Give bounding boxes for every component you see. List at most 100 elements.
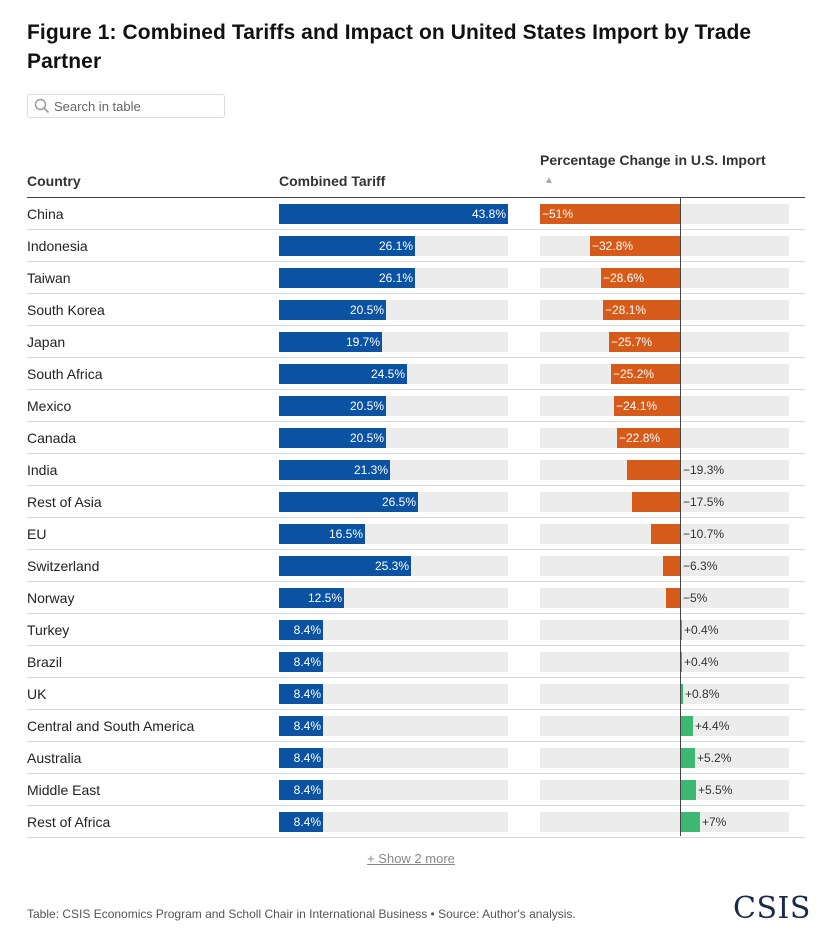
tariff-bar [279,620,323,640]
row-divider [27,677,805,678]
change-label: −10.7% [683,527,725,541]
header-divider [27,197,805,198]
change-bar [603,300,680,320]
tariff-label: 8.4% [293,751,321,765]
tariff-label: 8.4% [293,783,321,797]
tariff-label: 20.5% [349,303,384,317]
tariff-track [279,620,508,640]
row-divider [27,741,805,742]
country-name: Taiwan [27,270,71,286]
change-label: −51% [542,207,574,221]
change-label: +0.8% [685,687,720,701]
tariff-bar [279,268,415,288]
change-bar [540,204,680,224]
row-divider [27,261,805,262]
tariff-label: 8.4% [293,655,321,669]
tariff-bar [279,492,418,512]
tariff-bar [279,812,323,832]
country-name: Middle East [27,782,101,798]
change-label: −17.5% [683,495,725,509]
change-track [540,812,789,832]
row-divider [27,613,805,614]
change-track [540,780,789,800]
row-divider [27,453,805,454]
table-row: Indonesia 26.1% −32.8% [0,230,822,262]
change-label: +5.2% [697,751,732,765]
table-row: Japan 19.7% −25.7% [0,326,822,358]
tariff-track [279,652,508,672]
row-divider [27,581,805,582]
tariff-label: 26.5% [381,495,416,509]
table-row: Taiwan 26.1% −28.6% [0,262,822,294]
row-divider [27,229,805,230]
country-name: South Africa [27,366,103,382]
row-divider [27,549,805,550]
tariff-label: 8.4% [293,815,321,829]
change-label: −22.8% [619,431,661,445]
change-label: +0.4% [684,623,719,637]
tariff-label: 20.5% [349,431,384,445]
change-track [540,652,789,672]
change-bar [590,236,680,256]
change-label: −25.2% [613,367,655,381]
change-bar [663,556,680,576]
row-divider [27,517,805,518]
table-row: Rest of Africa 8.4% +7% [0,806,822,838]
column-header-combined-tariff[interactable]: Combined Tariff [279,173,386,189]
change-track [540,684,789,704]
country-name: Norway [27,590,75,606]
table-row: Norway 12.5% −5% [0,582,822,614]
row-divider [27,293,805,294]
tariff-bar [279,236,415,256]
csis-logo: CSIS [733,891,811,926]
tariff-label: 8.4% [293,687,321,701]
table-row: Central and South America 8.4% +4.4% [0,710,822,742]
footer-source: Table: CSIS Economics Program and Scholl… [27,907,576,921]
tariff-label: 12.5% [307,591,342,605]
tariff-label: 20.5% [349,399,384,413]
table-row: Canada 20.5% −22.8% [0,422,822,454]
tariff-bar [279,428,386,448]
country-name: Mexico [27,398,72,414]
table-row: South Africa 24.5% −25.2% [0,358,822,390]
change-bar [681,684,683,704]
row-divider [27,485,805,486]
country-name: Rest of Asia [27,494,102,510]
tariff-bar [279,332,382,352]
change-bar [611,364,680,384]
tariff-bar [279,524,365,544]
change-bar [627,460,680,480]
change-track [540,620,789,640]
tariff-track [279,748,508,768]
change-bar [632,492,680,512]
change-bar [681,652,682,672]
country-name: Central and South America [27,718,195,734]
table-search[interactable] [27,94,225,118]
tariff-label: 8.4% [293,623,321,637]
tariff-bar [279,716,323,736]
country-name: EU [27,526,47,542]
country-name: UK [27,686,47,702]
table-row: Australia 8.4% +5.2% [0,742,822,774]
change-label: −32.8% [592,239,634,253]
table-row: Turkey 8.4% +0.4% [0,614,822,646]
column-header-percentage-change[interactable]: Percentage Change in U.S. Import [540,152,766,168]
change-label: +4.4% [695,719,730,733]
change-track [540,748,789,768]
tariff-label: 26.1% [378,239,413,253]
tariff-bar [279,652,323,672]
column-header-country[interactable]: Country [27,173,81,189]
tariff-bar [279,364,407,384]
table-row: Mexico 20.5% −24.1% [0,390,822,422]
show-more-link[interactable]: + Show 2 more [367,851,455,866]
change-label: +0.4% [684,655,719,669]
table-row: South Korea 20.5% −28.1% [0,294,822,326]
row-divider [27,357,805,358]
tariff-label: 43.8% [471,207,506,221]
search-input[interactable] [54,98,214,114]
sort-ascending-icon[interactable]: ▲ [544,175,554,186]
country-name: Rest of Africa [27,814,111,830]
tariff-label: 26.1% [378,271,413,285]
change-track [540,716,789,736]
country-name: Indonesia [27,238,88,254]
